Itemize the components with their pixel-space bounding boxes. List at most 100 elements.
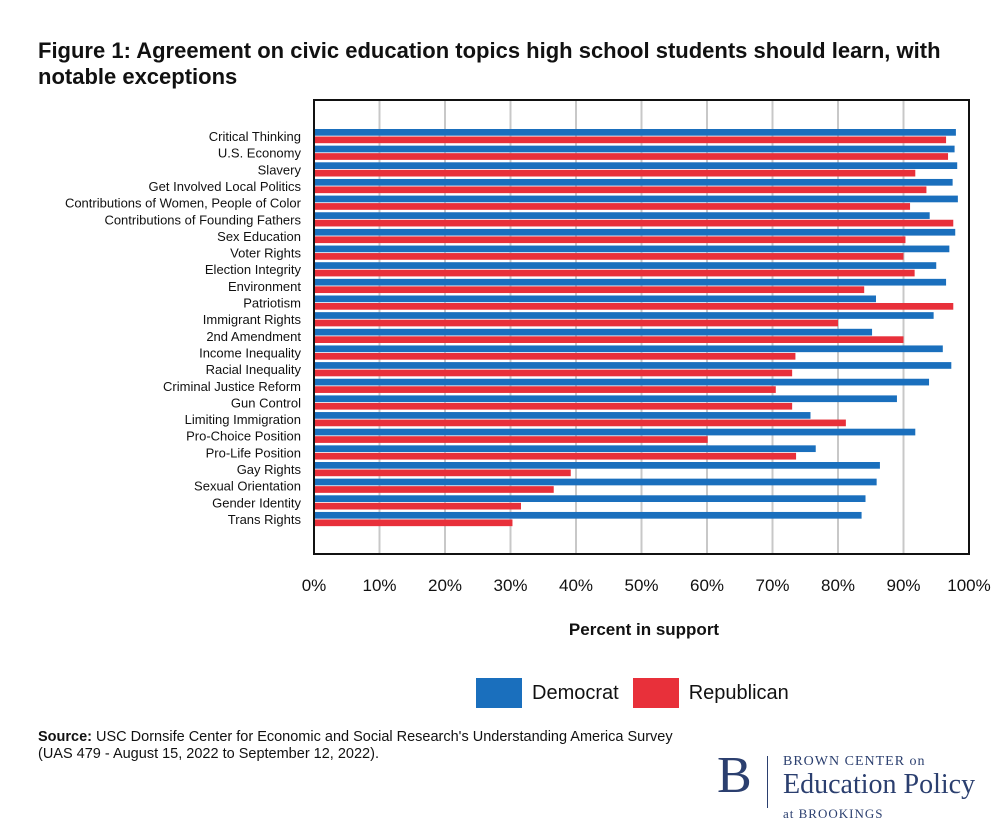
bar-democrat [314,245,950,253]
category-label: Limiting Immigration [185,412,301,427]
x-tick-label: 100% [947,576,990,595]
bar-democrat [314,178,953,186]
x-tick-label: 90% [886,576,920,595]
bar-republican [314,336,904,343]
bar-republican [314,253,904,260]
bar-democrat [314,162,958,169]
bar-republican [314,436,708,443]
category-label: Income Inequality [199,345,301,360]
bar-republican [314,486,554,493]
bar-republican [314,169,916,177]
brookings-logo: B BROWN CENTER on Education Policy at BR… [717,747,997,827]
bar-republican [314,452,797,460]
legend: Democrat Republican [476,677,803,709]
category-label: Immigrant Rights [203,312,302,327]
bar-democrat [314,312,934,319]
bar-republican [314,502,521,510]
bar-democrat [314,345,943,353]
category-label: Gender Identity [212,495,301,510]
category-label: Election Integrity [205,262,302,277]
x-tick-label: 80% [821,576,855,595]
source-label: Source: [38,729,92,745]
bar-democrat [314,412,811,419]
legend-swatch-republican [632,678,679,708]
logo-divider [767,756,768,808]
bar-republican [314,286,865,294]
x-tick-label: 30% [493,576,527,595]
legend-label-republican: Republican [688,681,789,704]
category-label: Contributions of Women, People of Color [65,196,302,211]
x-tick-labels: 0% 10% 20% 30% 40% 50% 60% 70% 80% 90% 100% [302,576,991,595]
x-axis-label: Percent in support [569,620,720,639]
bar-democrat [314,445,816,453]
bar-republican [314,219,954,227]
x-tick-label: 20% [428,576,462,595]
bar-republican [314,186,927,194]
bar-republican [314,469,571,477]
category-label: Critical Thinking [209,129,301,144]
bar-democrat [314,428,916,436]
category-label: Gun Control [231,395,301,410]
bar-democrat [314,228,956,236]
bar-republican [314,269,915,277]
category-label: U.S. Economy [218,146,302,161]
bar-democrat [314,395,897,403]
category-label: Patriotism [243,296,301,311]
bar-democrat [314,295,876,303]
bar-democrat [314,378,930,386]
bar-republican [314,303,954,310]
bar-democrat [314,328,873,336]
category-label: Contributions of Founding Fathers [104,212,301,227]
bars [314,129,958,527]
category-label: Get Involved Local Politics [149,179,302,194]
bar-democrat [314,278,947,286]
category-label: Gay Rights [237,462,302,477]
category-label: Criminal Justice Reform [163,379,301,394]
bar-republican [314,369,793,377]
source-text: USC Dornsife Center for Economic and Soc… [38,729,673,762]
x-tick-label: 50% [624,576,658,595]
legend-label-democrat: Democrat [532,681,619,704]
bar-republican [314,203,911,210]
category-label: Slavery [258,162,302,177]
bar-republican [314,153,949,160]
category-label: Pro-Life Position [206,445,301,460]
logo-letter: B [717,747,752,804]
x-tick-label: 10% [362,576,396,595]
category-label: Sex Education [217,229,301,244]
x-tick-label: 70% [755,576,789,595]
x-tick-label: 0% [302,576,327,595]
category-label: Racial Inequality [206,362,302,377]
bar-democrat [314,129,956,136]
bar-republican [314,386,776,393]
logo-line-2: Education Policy [783,769,976,800]
logo-line-3: at BROOKINGS [783,806,884,821]
bar-democrat [314,212,930,219]
logo-line-1: BROWN CENTER on [783,754,926,769]
bar-democrat [314,511,862,519]
bar-democrat [314,262,937,269]
bar-democrat [314,478,877,486]
category-label: Sexual Orientation [194,479,301,494]
category-label: 2nd Amendment [206,329,301,344]
bar-republican [314,236,906,244]
category-label: Trans Rights [228,512,302,527]
chart-title: Figure 1: Agreement on civic education t… [38,38,941,89]
legend-swatch-democrat [476,678,522,708]
bar-democrat [314,495,866,502]
bar-democrat [314,145,955,153]
category-label: Pro-Choice Position [186,429,301,444]
bar-republican [314,519,513,527]
plot-frame [313,99,970,555]
bar-republican [314,419,846,427]
bar-democrat [314,462,880,469]
category-label: Voter Rights [230,246,301,261]
bar-republican [314,402,793,410]
source-note: Source: USC Dornsife Center for Economic… [38,729,678,763]
bar-republican [314,352,796,360]
bar-republican [314,319,838,327]
bar-democrat [314,362,952,369]
bar-democrat [314,195,958,203]
